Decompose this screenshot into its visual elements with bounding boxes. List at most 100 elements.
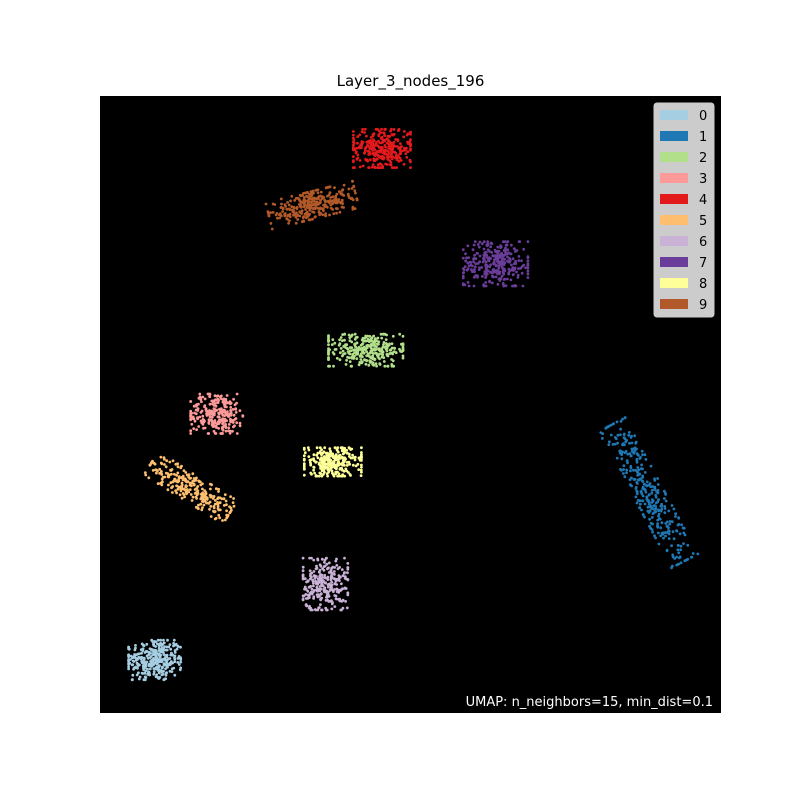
point-8 xyxy=(345,461,349,464)
point-6 xyxy=(330,575,334,578)
point-1 xyxy=(640,492,644,496)
point-4 xyxy=(409,132,412,136)
point-5 xyxy=(212,495,216,498)
point-1 xyxy=(611,443,615,446)
point-1 xyxy=(651,530,654,534)
point-1 xyxy=(651,522,654,526)
point-1 xyxy=(665,531,669,534)
legend-label-7: 7 xyxy=(699,256,707,271)
point-1 xyxy=(650,489,654,492)
point-9 xyxy=(349,197,353,201)
point-6 xyxy=(340,582,343,586)
point-4 xyxy=(400,145,403,148)
point-5 xyxy=(158,471,162,475)
point-5 xyxy=(159,455,163,459)
legend-swatch-9 xyxy=(660,299,688,309)
point-1 xyxy=(670,566,673,570)
point-9 xyxy=(295,205,299,209)
point-9 xyxy=(312,207,315,211)
point-2 xyxy=(345,358,348,362)
point-5 xyxy=(218,496,222,500)
point-2 xyxy=(373,337,377,340)
point-9 xyxy=(301,194,304,197)
point-2 xyxy=(386,354,390,358)
point-0 xyxy=(136,664,140,667)
point-0 xyxy=(146,667,149,671)
point-7 xyxy=(477,245,481,249)
point-4 xyxy=(405,133,409,137)
point-3 xyxy=(203,405,206,409)
point-6 xyxy=(314,608,318,612)
point-9 xyxy=(304,208,307,211)
point-2 xyxy=(380,347,383,350)
point-6 xyxy=(315,564,318,568)
point-0 xyxy=(151,648,154,652)
point-7 xyxy=(478,240,482,244)
point-8 xyxy=(348,455,351,458)
point-0 xyxy=(170,651,173,655)
point-3 xyxy=(203,397,207,401)
point-5 xyxy=(171,485,175,488)
point-4 xyxy=(369,139,372,142)
plot-area xyxy=(100,96,721,713)
point-7 xyxy=(514,259,517,263)
point-7 xyxy=(464,259,467,263)
point-8 xyxy=(356,462,360,466)
point-3 xyxy=(229,417,232,421)
point-3 xyxy=(217,427,221,430)
point-8 xyxy=(327,470,330,474)
point-5 xyxy=(191,472,195,476)
point-7 xyxy=(507,272,511,276)
point-7 xyxy=(492,275,495,279)
point-3 xyxy=(208,415,212,419)
point-6 xyxy=(314,579,317,583)
point-4 xyxy=(389,163,392,167)
point-8 xyxy=(329,449,332,453)
point-8 xyxy=(326,468,330,472)
point-6 xyxy=(312,584,315,588)
point-1 xyxy=(676,544,680,547)
point-0 xyxy=(161,672,165,676)
point-7 xyxy=(486,269,489,273)
point-5 xyxy=(195,476,198,480)
point-9 xyxy=(332,212,336,216)
point-6 xyxy=(342,571,346,575)
point-7 xyxy=(485,243,489,247)
point-3 xyxy=(207,432,211,435)
point-5 xyxy=(194,478,198,482)
point-9 xyxy=(264,202,268,206)
point-7 xyxy=(476,243,480,246)
point-4 xyxy=(373,166,377,170)
point-4 xyxy=(368,158,372,162)
point-7 xyxy=(526,266,530,270)
point-1 xyxy=(653,488,656,491)
point-7 xyxy=(471,248,475,252)
point-1 xyxy=(643,453,647,457)
point-1 xyxy=(626,452,630,456)
point-6 xyxy=(307,585,311,589)
point-4 xyxy=(352,159,355,163)
point-9 xyxy=(331,195,335,199)
point-8 xyxy=(360,463,363,467)
point-2 xyxy=(391,352,394,356)
point-6 xyxy=(312,558,316,562)
point-4 xyxy=(360,142,364,145)
point-8 xyxy=(316,451,320,455)
point-8 xyxy=(328,447,332,451)
point-1 xyxy=(672,507,676,511)
point-9 xyxy=(322,207,325,210)
point-7 xyxy=(512,273,515,276)
point-4 xyxy=(387,151,391,155)
point-1 xyxy=(640,463,643,467)
point-1 xyxy=(623,443,626,447)
point-3 xyxy=(229,401,233,405)
point-9 xyxy=(333,186,336,190)
point-5 xyxy=(201,493,205,497)
point-4 xyxy=(383,134,386,138)
point-8 xyxy=(302,458,306,462)
point-0 xyxy=(142,656,145,660)
point-1 xyxy=(686,543,690,547)
point-7 xyxy=(487,259,491,263)
point-6 xyxy=(328,583,332,587)
point-4 xyxy=(390,166,394,170)
